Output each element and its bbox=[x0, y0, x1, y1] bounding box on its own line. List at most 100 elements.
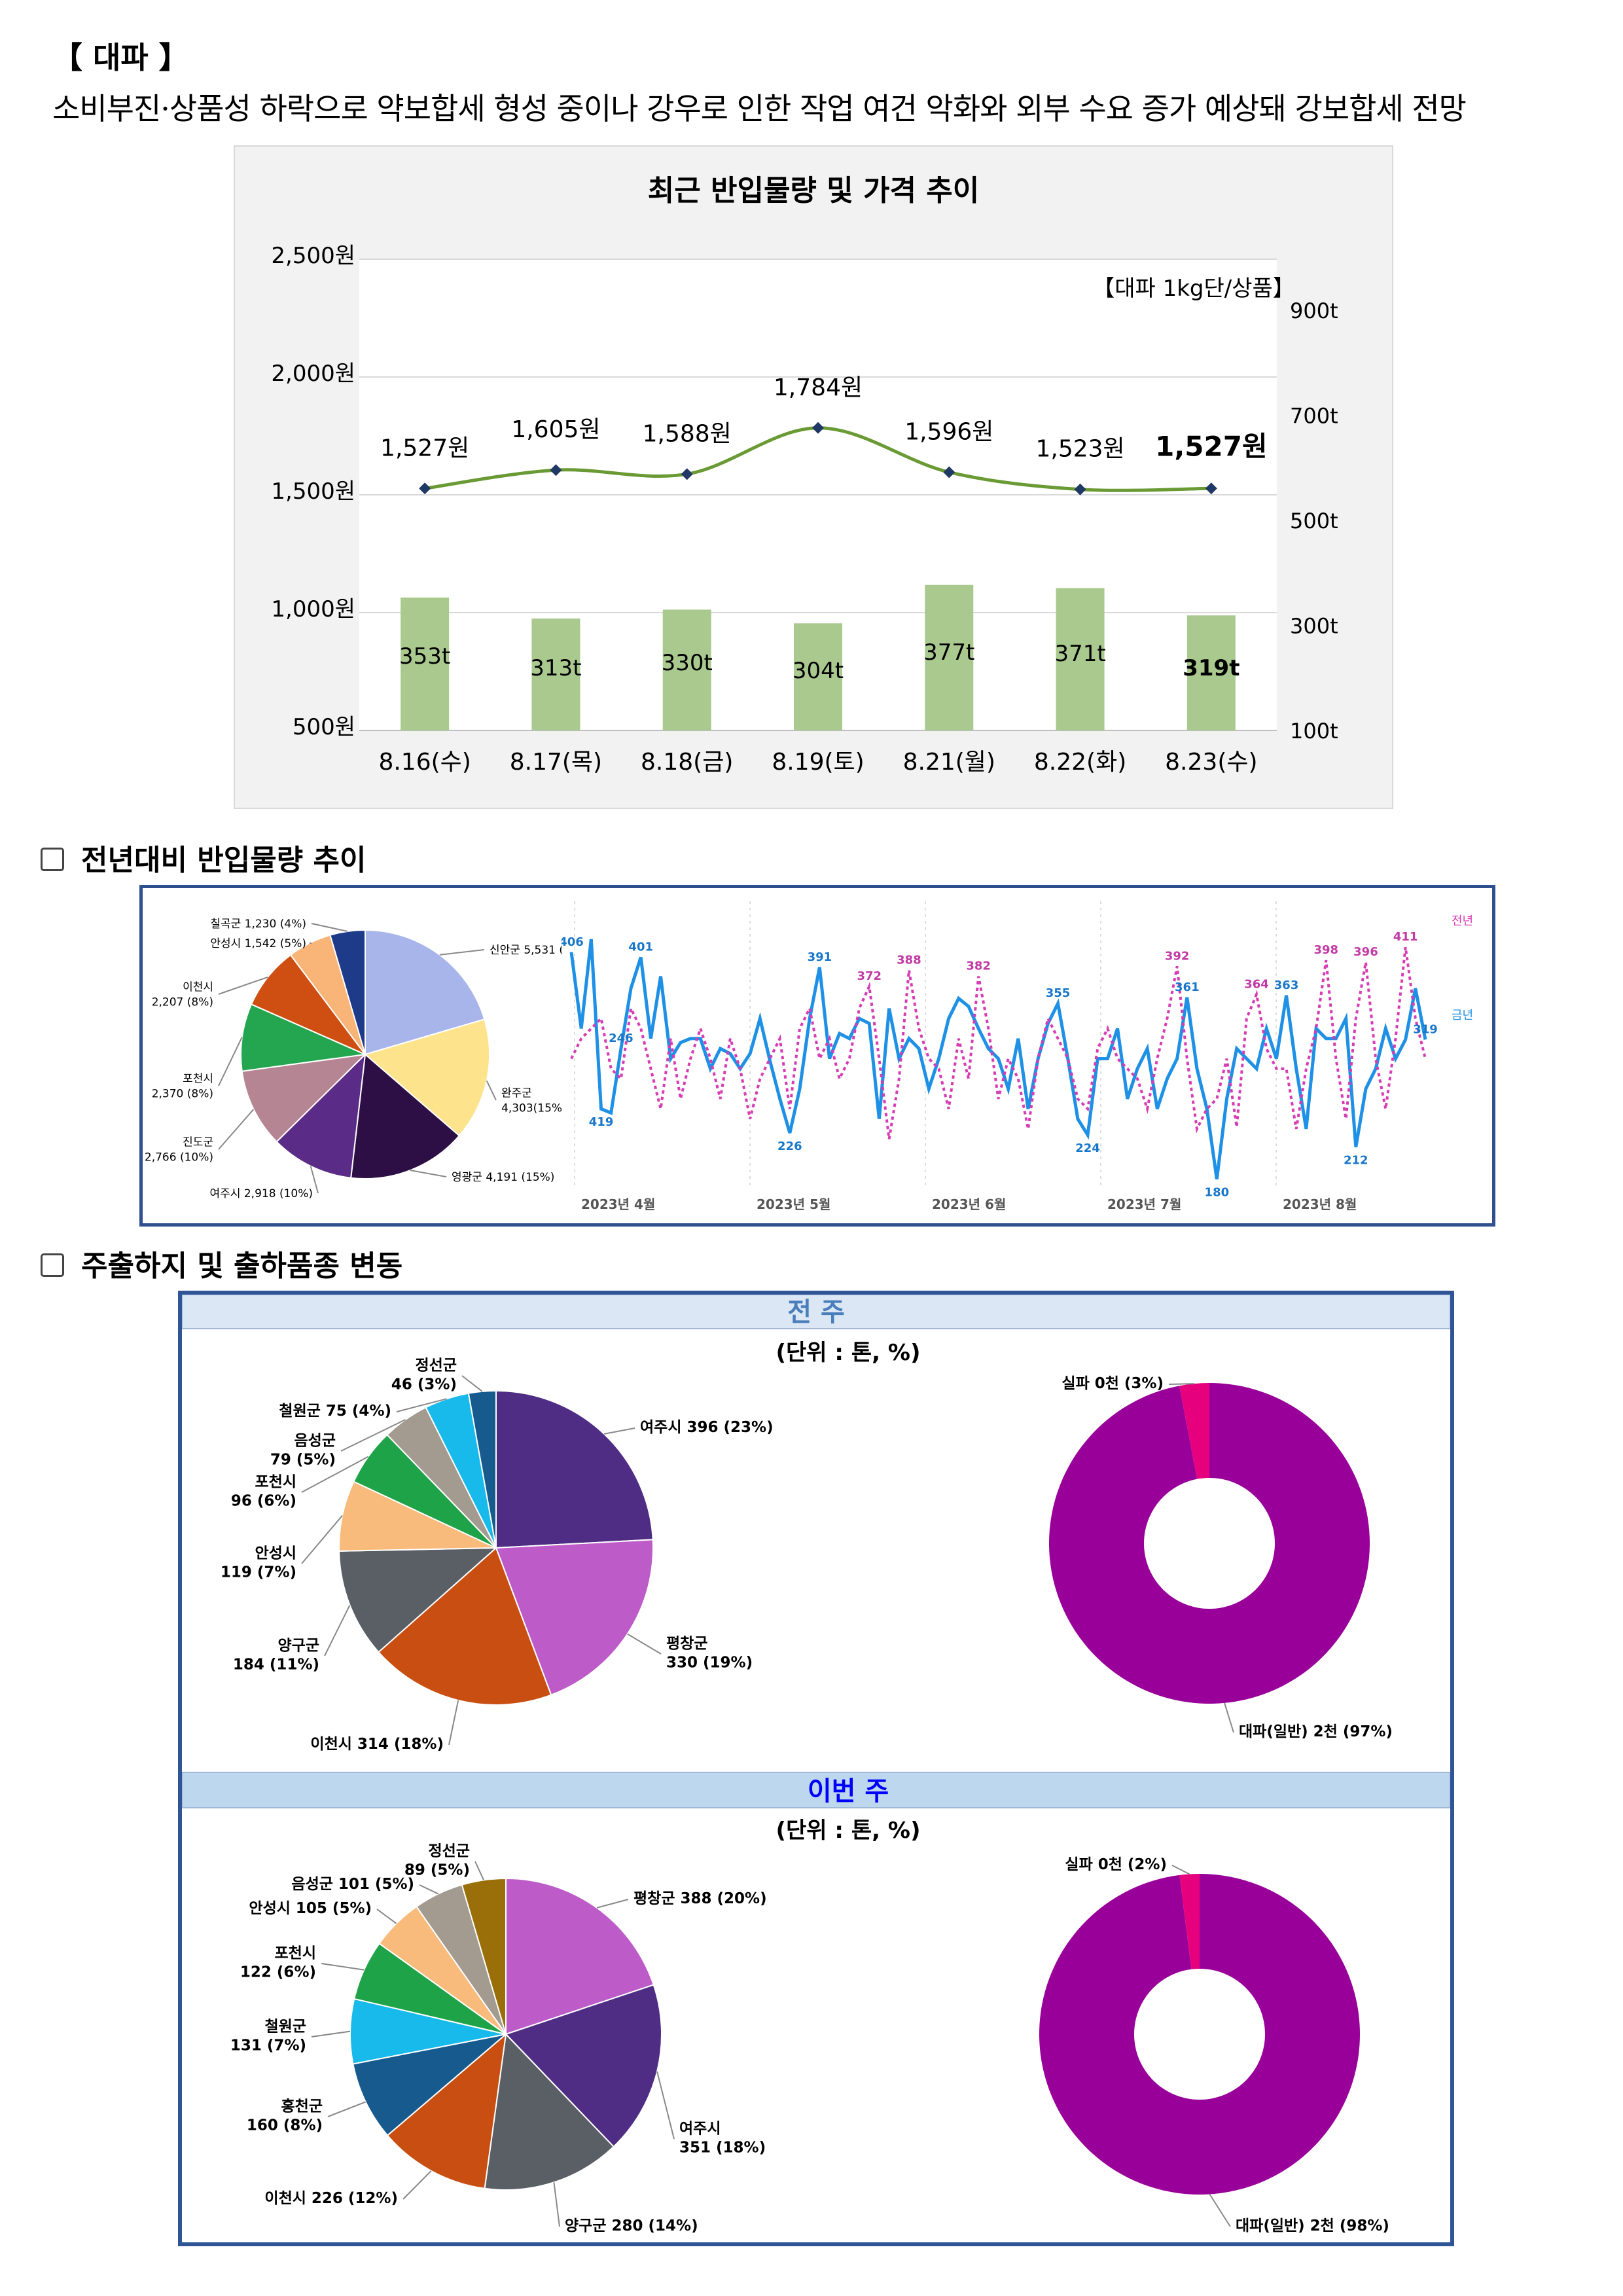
leader-line bbox=[474, 1861, 484, 1880]
pie-slice-label: 대파(일반) 2천 (97%) bbox=[1239, 1723, 1393, 1740]
leader-line bbox=[376, 1909, 397, 1924]
volume-data-label: 371t bbox=[1054, 641, 1105, 667]
pie-slice-label: 89 (5%) bbox=[404, 1862, 470, 1879]
price-data-label: 1,605원 bbox=[511, 416, 600, 443]
leader-line bbox=[396, 1398, 447, 1412]
data-marker-label: 419 bbox=[589, 1115, 614, 1129]
leader-line bbox=[553, 2182, 560, 2227]
pie-slice-label: 46 (3%) bbox=[391, 1376, 457, 1393]
prev-week-origin-slice bbox=[495, 1390, 654, 1549]
leader-line bbox=[340, 1419, 406, 1452]
yoy-line-chart: 2023년 4월 2023년 5월 2023년 6월 2023년 7월 2023년 8월… bbox=[562, 901, 1473, 1212]
prev-week-unit: (단위 : 톤, %) bbox=[776, 1340, 920, 1366]
data-marker-label: 226 bbox=[777, 1139, 802, 1153]
pie-slice-label: 안성시 1,542 (5%) bbox=[210, 937, 306, 950]
pie-slice-label: 이천시 314 (18%) bbox=[310, 1736, 444, 1753]
this-week-unit: (단위 : 톤, %) bbox=[776, 1818, 920, 1844]
prev-week-origin-slice bbox=[378, 1547, 552, 1706]
chart-title: 최근 반입물량 및 가격 추이 bbox=[648, 174, 980, 207]
leader-line bbox=[218, 976, 268, 995]
pie-slice-label: 음성군 bbox=[294, 1433, 336, 1450]
pie-slice-label: 이천시 bbox=[183, 981, 213, 994]
this-week-heading: 이번 주 bbox=[808, 1776, 889, 1806]
chart-annotation: 【대파 1kg단/상품】 bbox=[1092, 276, 1295, 302]
leader-line bbox=[419, 1884, 439, 1895]
yoy-panel: 신안군 5,531 (20%) 완주군 4,303(15%) 영광군 4,191 (1… bbox=[139, 885, 1495, 1227]
pie-slice-label: 4,303(15%) bbox=[501, 1102, 562, 1115]
origin-section-label: 주출하지 및 출하품종 변동 bbox=[81, 1249, 403, 1283]
leader-line bbox=[218, 1037, 243, 1086]
volume-bar bbox=[794, 623, 842, 730]
data-marker-label: 364 bbox=[1244, 977, 1269, 991]
volume-data-label: 377t bbox=[923, 639, 974, 666]
pie-slice-label: 포천시 bbox=[183, 1073, 213, 1086]
yoy-section-title: 전년대비 반입물량 추이 bbox=[41, 836, 366, 878]
price-marker bbox=[1205, 482, 1217, 495]
y-right-tick-label: 700t bbox=[1290, 404, 1338, 429]
this-week-origin-slice bbox=[505, 1877, 654, 2036]
pie-slice-label: 330 (19%) bbox=[666, 1655, 753, 1672]
x-tick-label: 2023년 8월 bbox=[1283, 1196, 1357, 1212]
leader-line bbox=[324, 1604, 351, 1657]
leader-line bbox=[311, 923, 348, 932]
page-heading: 【 대파 】 bbox=[52, 40, 189, 75]
yoy-section-label: 전년대비 반입물량 추이 bbox=[81, 844, 366, 877]
last-year-line bbox=[570, 946, 1427, 1139]
leader-line bbox=[310, 1166, 319, 1194]
origin-pie-slice bbox=[350, 1053, 461, 1179]
prev-week-band bbox=[182, 1295, 1450, 1329]
price-marker bbox=[943, 466, 955, 478]
data-marker-label: 391 bbox=[808, 950, 832, 964]
pie-slice-label: 여주시 396 (23%) bbox=[640, 1419, 774, 1436]
this-week-origin-slice bbox=[505, 1984, 663, 2148]
leader-line bbox=[402, 2170, 432, 2200]
checkbox-icon bbox=[41, 848, 64, 871]
leader-line bbox=[461, 1375, 483, 1392]
leader-line bbox=[321, 1963, 365, 1971]
price-data-label: 1,527원 bbox=[380, 435, 469, 461]
leader-line bbox=[603, 1427, 635, 1435]
y-right-tick-label: 500t bbox=[1290, 509, 1338, 533]
volume-bar bbox=[531, 619, 580, 730]
y-left-tick-label: 2,500원 bbox=[271, 243, 355, 269]
leader-line bbox=[656, 2071, 675, 2140]
x-tick-label: 8.21(월) bbox=[903, 749, 995, 776]
origin-pie-slice bbox=[363, 1018, 490, 1137]
pie-slice-label: 철원군 bbox=[265, 2018, 306, 2036]
data-marker-label: 406 bbox=[562, 935, 584, 949]
leader-line bbox=[1209, 2193, 1231, 2227]
x-tick-label: 8.17(목) bbox=[510, 749, 602, 776]
volume-data-label: 313t bbox=[530, 655, 581, 681]
y-left-tick-label: 1,500원 bbox=[271, 478, 355, 505]
pie-slice-label: 칠곡군 1,230 (4%) bbox=[210, 918, 306, 931]
data-marker-label: 361 bbox=[1175, 980, 1200, 994]
pie-slice-label: 2,766 (10%) bbox=[145, 1151, 213, 1164]
prev-week-origin-slice bbox=[338, 1547, 498, 1653]
pie-slice-label: 79 (5%) bbox=[270, 1452, 336, 1469]
x-tick-label: 2023년 7월 bbox=[1107, 1196, 1181, 1212]
y-left-tick-label: 1,000원 bbox=[271, 596, 355, 622]
data-marker-label: 398 bbox=[1313, 943, 1338, 957]
pie-slice-label: 정선군 bbox=[429, 1843, 470, 1860]
pie-slice-label: 160 (8%) bbox=[247, 2117, 323, 2134]
leader-line bbox=[1171, 1865, 1190, 1875]
data-marker-label: 382 bbox=[966, 960, 991, 973]
pie-slice-label: 안성시 105 (5%) bbox=[249, 1900, 372, 1917]
data-marker-label: 355 bbox=[1046, 986, 1071, 1000]
price-marker bbox=[550, 464, 562, 476]
x-tick-label: 2023년 4월 bbox=[581, 1196, 655, 1212]
pie-slice-label: 이천시 226 (12%) bbox=[264, 2190, 398, 2207]
y-right-tick-label: 100t bbox=[1290, 719, 1338, 744]
this-week-origin-slice bbox=[484, 2032, 615, 2191]
price-marker bbox=[681, 468, 693, 480]
leader-line bbox=[1224, 1702, 1234, 1733]
x-tick-label: 8.16(수) bbox=[378, 749, 471, 776]
data-marker-label: 363 bbox=[1274, 978, 1299, 992]
x-tick-label: 2023년 5월 bbox=[757, 1196, 830, 1212]
origin-variety-charts: 전 주 (단위 : 톤, %) 이번 주 (단위 : 톤, %) 여주시 396 (23… bbox=[182, 1295, 1450, 2234]
leader-line bbox=[596, 1899, 629, 1909]
pie-slice-label: 실파 0천 (2%) bbox=[1065, 1856, 1167, 1873]
volume-data-label: 319t bbox=[1183, 655, 1240, 681]
donut-hole bbox=[1134, 1969, 1265, 2100]
leader-line bbox=[301, 1515, 343, 1564]
